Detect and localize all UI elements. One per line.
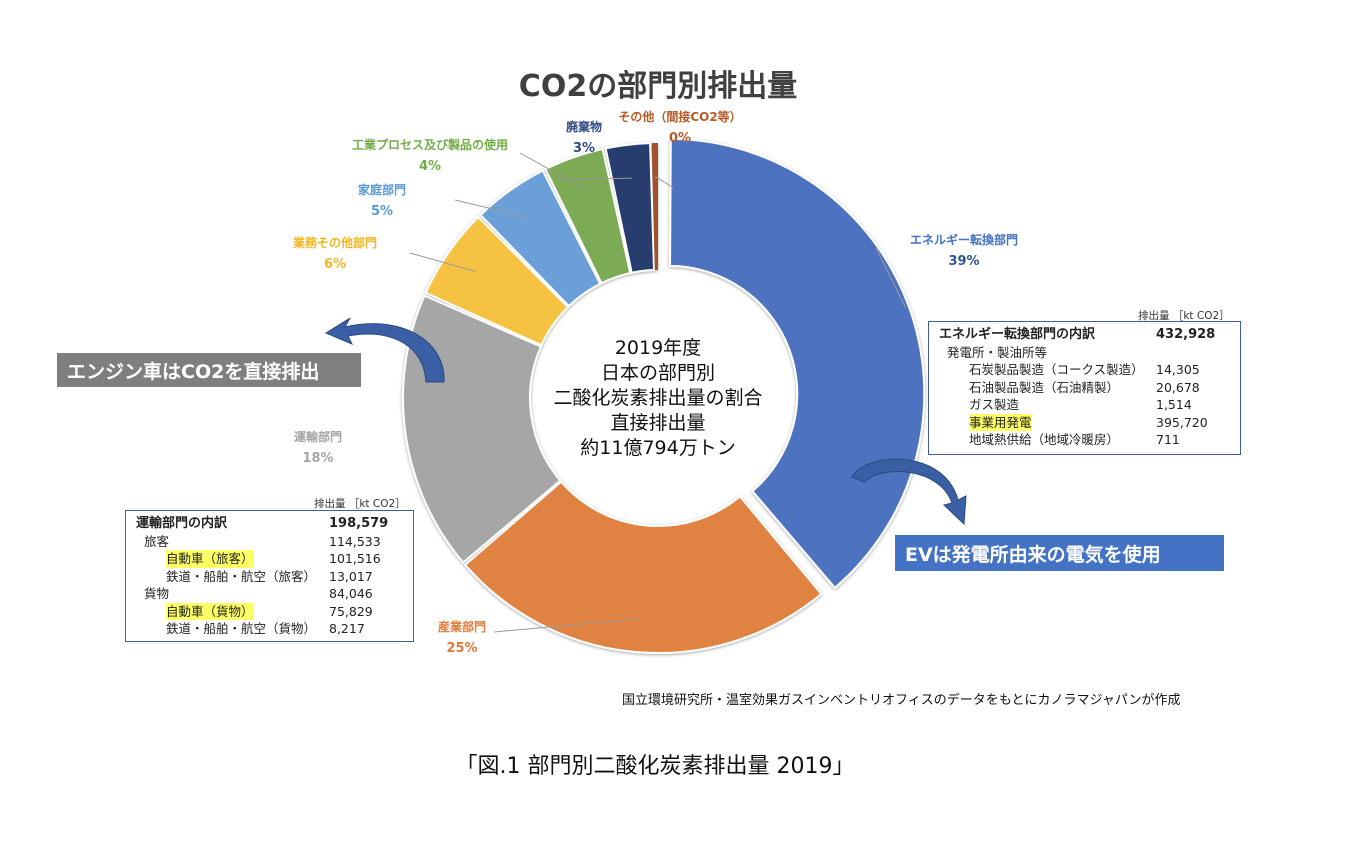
transport-table-row-label: 旅客 [144,533,170,549]
leader-line-7 [557,177,632,181]
pie-slice-8 [651,143,658,271]
leader-line-8 [654,176,675,189]
energy-table-row-value: 395,720 [1156,414,1208,430]
energy-table-row-label: 地域熱供給（地域冷暖房） [969,432,1120,447]
transport-table-row: 鉄道・船舶・航空（旅客） 13,017 [136,568,403,586]
leader-line-4 [409,252,477,273]
energy-table-row-label: 事業用発電 [969,413,1032,431]
slice-label-7: 廃棄物 [566,119,602,134]
energy-table-unit: 排出量 ［kt CO2］ [1138,310,1230,322]
transport-table-row-label: 自動車（旅客） [166,550,254,568]
source-note: 国立環境研究所・温室効果ガスインベントリオフィスのデータをもとにカノラマジャパン… [622,693,1181,708]
slice-label-1: エネルギー転換部門 [910,232,1018,247]
energy-table-row-label: 発電所・製油所等 [947,344,1048,360]
transport-table-row-label: 貨物 [144,586,170,601]
slice-label-3: 運輸部門 [294,429,342,444]
engine-banner: エンジン車はCO2を直接排出 [57,353,361,387]
energy-table-row-label: ガス製造 [969,397,1020,412]
energy-table-row-value: 20,678 [1156,379,1200,395]
energy-table-row: 事業用発電 395,720 [939,413,1230,431]
transport-table-title: 運輸部門の内訳 [136,516,228,531]
pie-slice-3 [402,294,562,564]
transport-table-row-value: 84,046 [329,586,373,601]
transport-table-row-label: 鉄道・船舶・航空（旅客） [166,568,317,584]
slice-pct-2: 25% [446,641,477,656]
energy-table-title: エネルギー転換部門の内訳 [939,327,1096,342]
leader-line-1 [875,247,906,308]
ev-banner: EVは発電所由来の電気を使用 [895,535,1224,571]
pie-slice-4 [424,215,570,347]
leader-line-6 [519,152,585,190]
pie-slice-2 [463,480,823,654]
transport-table-row-value: 8,217 [329,621,365,636]
pie-slice-5 [479,169,602,308]
slice-pct-5: 5% [371,204,393,219]
energy-table-row: ガス製造 1,514 [939,396,1230,414]
energy-table-row-value: 1,514 [1156,397,1192,412]
transport-table-row: 自動車（貨物） 75,829 [136,602,403,620]
transport-table-row-label: 自動車（貨物） [166,602,254,620]
slice-label-4: 業務その他部門 [292,235,377,250]
chart-title: CO2の部門別排出量 [519,69,797,104]
center-line-2: 日本の部門別 [601,362,715,384]
pie-slice-7 [604,142,656,274]
energy-table-total: 432,928 [1156,327,1216,342]
energy-table-row: 石油製品製造（石油精製） 20,678 [939,379,1230,397]
transport-table-total: 198,579 [329,516,389,531]
center-line-4: 直接排出量 [610,412,705,434]
energy-table-row-label: 石炭製品製造（コークス製造） [969,362,1144,377]
transport-table-unit: 排出量 ［kt CO2］ [314,498,406,510]
energy-breakdown-table: エネルギー転換部門の内訳 432,928 発電所・製油所等 石炭製品製造（コークス… [928,321,1241,455]
energy-table-row-value: 14,305 [1156,362,1200,377]
engine-arrow-icon [324,317,445,383]
slice-label-8: その他（間接CO2等） [618,109,741,124]
energy-table-row-value [1156,344,1230,362]
transport-table-row-value: 114,533 [329,533,381,549]
transport-table-row-label: 鉄道・船舶・航空（貨物） [166,621,317,636]
slice-label-6: 工業プロセス及び製品の使用 [352,137,508,152]
energy-table-row: 地域熱供給（地域冷暖房） 711 [939,431,1230,449]
ev-arrow-icon [851,458,967,526]
transport-table-row-value: 75,829 [329,603,373,619]
slice-label-2: 産業部門 [438,619,486,634]
transport-table-row: 自動車（旅客） 101,516 [136,550,403,568]
slice-pct-4: 6% [324,257,346,272]
transport-table-header: 運輸部門の内訳 198,579 [136,515,403,533]
center-line-5: 約11億794万トン [580,437,735,459]
leader-line-2 [493,618,641,633]
slice-label-5: 家庭部門 [358,182,406,197]
energy-table-row-label: 石油製品製造（石油精製） [969,379,1120,395]
transport-table-row-value: 13,017 [329,568,373,584]
transport-table-row: 旅客 114,533 [136,533,403,551]
transport-breakdown-table: 運輸部門の内訳 198,579 旅客 114,533 自動車（旅客） 101,516 鉄… [125,510,414,642]
transport-table-row: 鉄道・船舶・航空（貨物） 8,217 [136,620,403,638]
energy-table-row-value: 711 [1156,432,1180,447]
figure-caption: 「図.1 部門別二酸化炭素排出量 2019」 [455,754,855,779]
slice-pct-1: 39% [948,254,979,269]
slice-pct-3: 18% [302,451,333,466]
energy-table-header: エネルギー転換部門の内訳 432,928 [939,326,1230,344]
center-line-3: 二酸化炭素排出量の割合 [553,387,762,409]
slice-pct-6: 4% [419,159,441,174]
transport-table-row: 貨物 84,046 [136,585,403,603]
energy-table-row: 石炭製品製造（コークス製造） 14,305 [939,361,1230,379]
pie-slice-6 [544,147,632,285]
slice-pct-8: 0% [669,131,691,146]
leader-line-5 [454,199,530,219]
energy-table-row: 発電所・製油所等 [939,344,1230,362]
center-line-1: 2019年度 [615,337,701,359]
slice-pct-7: 3% [573,141,595,156]
transport-table-row-value: 101,516 [329,551,381,566]
